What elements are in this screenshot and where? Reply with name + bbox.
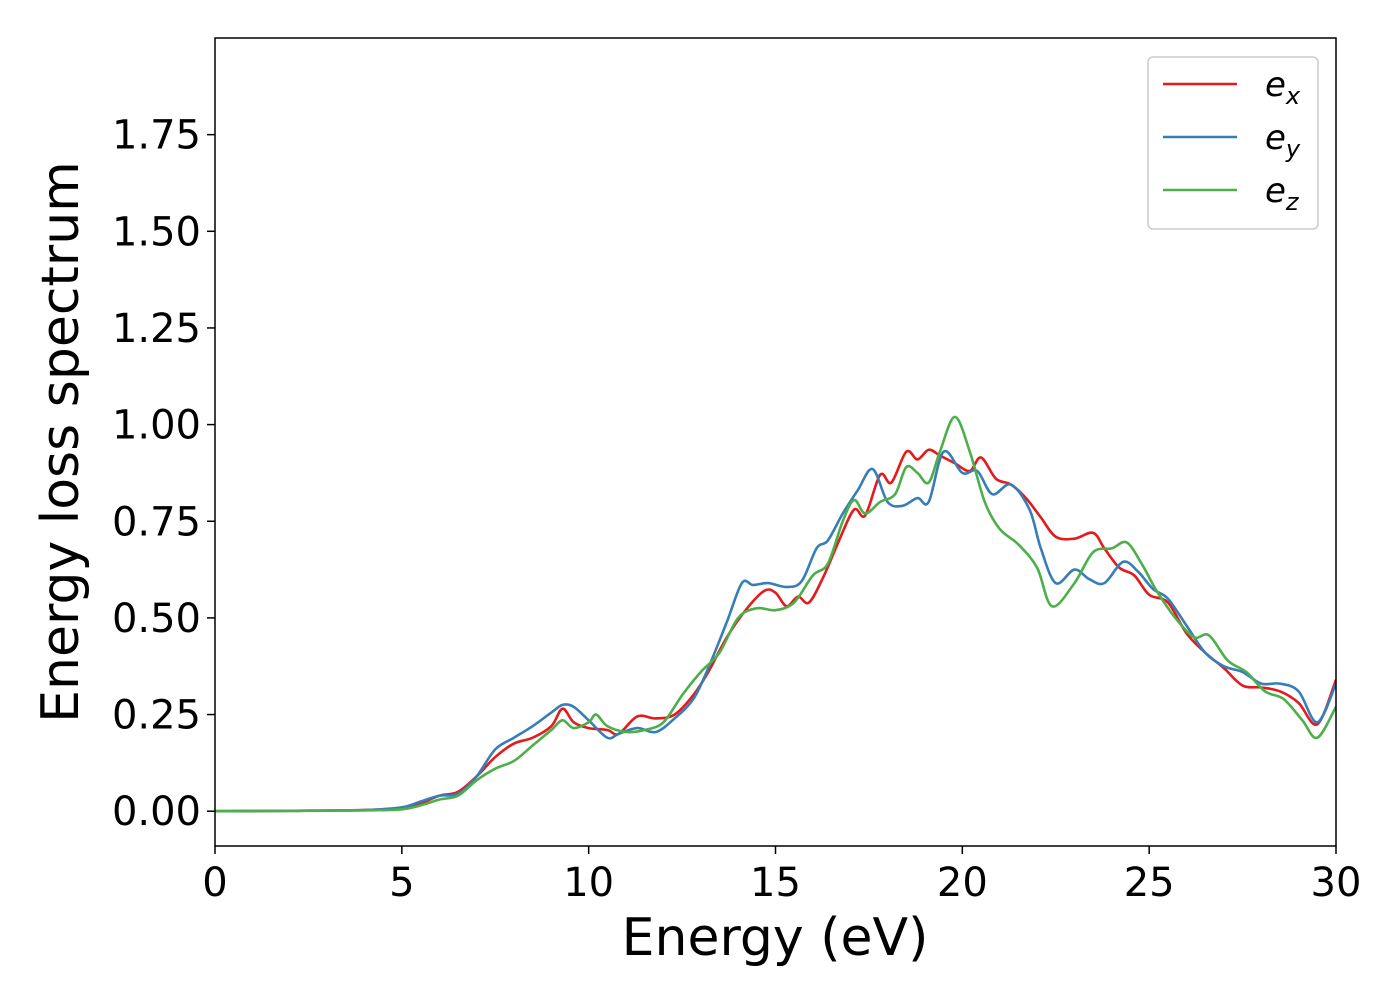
legend-label-ez: ez	[1265, 171, 1300, 216]
y-tick-label: 0.75	[112, 499, 201, 545]
legend-box	[1147, 56, 1319, 230]
y-tick-label: 0.25	[112, 693, 201, 739]
y-axis-label: Energy loss spectrum	[31, 161, 91, 723]
x-axis: 0 5 10 15 20 25 30	[202, 846, 1361, 906]
series-line-ez	[215, 415, 1336, 813]
y-tick-label: 0.50	[112, 596, 201, 642]
legend-label-ex: ex	[1265, 65, 1301, 110]
y-tick-label: 0.00	[112, 789, 201, 835]
y-tick-label: 1.50	[112, 209, 201, 255]
y-tick-label: 1.75	[112, 113, 201, 159]
x-tick-label: 25	[1124, 860, 1175, 906]
x-tick-label: 0	[202, 860, 227, 906]
y-tick-label: 1.25	[112, 306, 201, 352]
x-tick-label: 15	[750, 860, 801, 906]
series-layer	[215, 415, 1336, 813]
x-tick-label: 30	[1311, 860, 1362, 906]
x-axis-label: Energy (eV)	[622, 908, 929, 968]
x-tick-label: 10	[563, 860, 614, 906]
series-line-ey	[215, 449, 1336, 813]
legend-label-ey: ey	[1265, 118, 1301, 163]
legend: ex ey ez	[1147, 56, 1319, 230]
x-tick-label: 5	[389, 860, 414, 906]
y-tick-label: 1.00	[112, 403, 201, 449]
series-line-ex	[215, 448, 1336, 813]
x-tick-label: 20	[937, 860, 988, 906]
y-axis: 0.00 0.25 0.50 0.75 1.00 1.25 1.50 1.75	[112, 113, 215, 835]
